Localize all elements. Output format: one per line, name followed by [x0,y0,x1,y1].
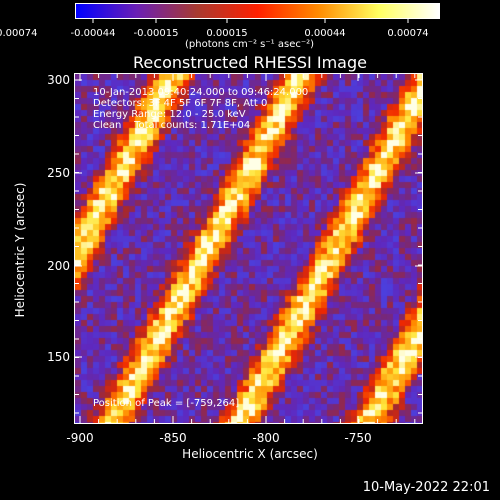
rhessi-image [75,74,422,423]
energy-range-annotation: Energy Range: 12.0 - 25.0 keV [93,109,246,120]
colorbar-tick-label: 0.00044 [304,28,346,39]
colorbar [75,3,440,19]
x-tick-label: -900 [66,431,94,445]
peak-position-annotation: Position of Peak = [-759,264] [93,398,240,409]
x-tick-label: -750 [344,431,372,445]
colorbar-tick-label: -0.00015 [133,28,179,39]
colorbar-units: (photons cm⁻² s⁻¹ asec⁻²) [185,39,315,50]
y-tick-label: 250 [47,166,70,180]
colorbar-tick-label: 0.00074 [387,28,429,39]
y-tick-label: 150 [47,350,70,364]
y-axis-label: Heliocentric Y (arcsec) [13,182,27,318]
colorbar-tick-label: -0.00074 [0,28,38,39]
colorbar-tick-label: 0.00015 [206,28,248,39]
y-tick-label: 200 [47,259,70,273]
colorbar-tick-label: -0.00044 [70,28,116,39]
x-tick-label: -850 [159,431,187,445]
plot-title: Reconstructed RHESSI Image [133,53,367,72]
footer-timestamp: 10-May-2022 22:01 [362,480,490,495]
detectors-annotation: Detectors: 3F 4F 5F 6F 7F 8F, Att 0 [93,98,268,109]
plot-frame [74,73,423,424]
y-tick-label: 300 [47,73,70,87]
x-axis-label: Heliocentric X (arcsec) [182,447,318,461]
time-range-annotation: 10-Jan-2013 09:40:24.000 to 09:46:24.000 [93,87,309,98]
x-tick-label: -800 [252,431,280,445]
clean-counts-annotation: Clean Total counts: 1.71E+04 [93,120,251,131]
